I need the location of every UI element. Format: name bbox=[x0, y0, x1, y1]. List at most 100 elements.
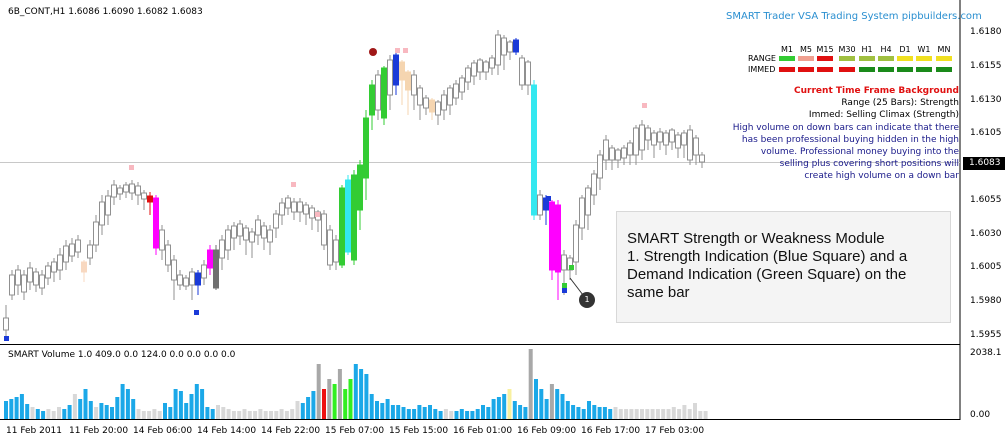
time-tick: 15 Feb 15:00 bbox=[389, 426, 449, 436]
symbol-ohlc-label: 6B_CONT,H1 1.6086 1.6090 1.6082 1.6083 bbox=[8, 7, 203, 17]
volume-bar bbox=[300, 403, 305, 419]
volume-bar bbox=[422, 407, 427, 419]
time-tick: 14 Feb 06:00 bbox=[133, 426, 193, 436]
candle-body bbox=[693, 137, 699, 156]
tf-label-h4: H4 bbox=[880, 45, 892, 54]
volume-bar bbox=[184, 403, 189, 419]
volume-bar bbox=[634, 409, 639, 419]
volume-bar bbox=[274, 411, 279, 419]
candle-body bbox=[135, 185, 141, 196]
brand-link[interactable]: SMART Trader VSA Trading System pipbuild… bbox=[726, 11, 982, 22]
volume-bar bbox=[512, 401, 517, 419]
time-tick: 15 Feb 07:00 bbox=[325, 426, 385, 436]
weakness-marker bbox=[403, 48, 408, 53]
info-desc-line: has been professional buying hidden in t… bbox=[741, 135, 959, 145]
volume-bar bbox=[327, 379, 332, 419]
candle-body bbox=[645, 127, 651, 141]
immed-box-mn bbox=[936, 67, 952, 72]
candle-body bbox=[375, 74, 381, 111]
volume-bar bbox=[624, 409, 629, 419]
volume-bar bbox=[157, 411, 162, 419]
module-line: SMART Strength or Weakness Module bbox=[627, 230, 885, 247]
weakness-marker bbox=[129, 165, 134, 170]
tf-label-h1: H1 bbox=[861, 45, 873, 54]
candle-body bbox=[63, 245, 69, 263]
candle-body bbox=[477, 59, 483, 73]
candle-body bbox=[669, 129, 675, 143]
candle-body bbox=[657, 131, 663, 143]
candle-body bbox=[411, 74, 417, 96]
candle-body bbox=[345, 179, 351, 253]
price-chart[interactable] bbox=[0, 0, 1005, 345]
strength-marker bbox=[546, 196, 551, 201]
immed-box-d1 bbox=[897, 67, 913, 72]
volume-bar bbox=[693, 403, 697, 419]
volume-bar bbox=[364, 374, 369, 419]
candle-body bbox=[249, 231, 255, 243]
volume-bar bbox=[412, 409, 417, 419]
volume-chart[interactable] bbox=[0, 345, 1005, 420]
volume-bar bbox=[194, 384, 199, 419]
volume-bar bbox=[465, 411, 470, 419]
candle-body bbox=[303, 204, 309, 215]
time-tick: 14 Feb 14:00 bbox=[197, 426, 257, 436]
time-tick: 17 Feb 03:00 bbox=[645, 426, 705, 436]
volume-bar bbox=[496, 397, 501, 419]
candle-body bbox=[591, 173, 597, 196]
volume-bar bbox=[549, 384, 554, 419]
volume-bar bbox=[375, 401, 379, 419]
volume-bar bbox=[396, 405, 401, 419]
candle-body bbox=[171, 259, 177, 281]
info-desc-line: High volume on down bars can indicate th… bbox=[732, 123, 959, 133]
volume-bar bbox=[125, 389, 130, 419]
time-tick: 16 Feb 17:00 bbox=[581, 426, 641, 436]
volume-bar bbox=[189, 394, 194, 419]
demand-marker bbox=[562, 283, 567, 288]
volume-bar bbox=[253, 411, 258, 419]
volume-bar bbox=[592, 405, 597, 419]
immed-box-h4 bbox=[878, 67, 894, 72]
candle-body bbox=[273, 213, 279, 229]
candle-body bbox=[267, 229, 273, 243]
volume-bar bbox=[502, 394, 507, 419]
candle-body bbox=[297, 201, 303, 213]
candle-body bbox=[69, 243, 75, 257]
price-tick: 1.5980 bbox=[970, 296, 1002, 306]
module-line: 1. Strength Indication (Blue Square) and… bbox=[627, 248, 908, 265]
volume-bar bbox=[337, 369, 342, 419]
candle-body bbox=[255, 219, 261, 236]
candle-body bbox=[573, 224, 579, 263]
candle-body bbox=[357, 164, 363, 211]
volume-bar bbox=[443, 409, 448, 419]
volume-bar bbox=[35, 409, 40, 419]
strength-marker bbox=[562, 288, 567, 293]
candles-group bbox=[3, 30, 705, 340]
price-tick: 1.5955 bbox=[970, 330, 1002, 340]
volume-bar bbox=[613, 407, 618, 419]
volume-bar bbox=[682, 405, 687, 419]
candle-body bbox=[165, 244, 171, 266]
volume-bar bbox=[279, 409, 284, 419]
candle-body bbox=[3, 317, 9, 331]
candle-body bbox=[327, 229, 333, 266]
volume-bar bbox=[454, 411, 459, 419]
volume-bar bbox=[332, 384, 337, 419]
price-tick: 1.6130 bbox=[970, 95, 1002, 105]
candle-body bbox=[351, 174, 357, 261]
volume-bar bbox=[284, 411, 289, 419]
volume-bar bbox=[666, 409, 671, 419]
volume-bar bbox=[136, 409, 141, 419]
candle-body bbox=[309, 207, 315, 219]
volume-bar bbox=[25, 404, 30, 419]
candle-body bbox=[417, 87, 423, 106]
volume-bar bbox=[385, 399, 390, 419]
volume-bar bbox=[205, 407, 210, 419]
candle-body bbox=[291, 201, 297, 213]
weakness-marker bbox=[291, 182, 296, 187]
candle-body bbox=[615, 149, 621, 161]
candle-body bbox=[471, 62, 477, 77]
volume-bar bbox=[401, 407, 406, 419]
volume-bar bbox=[650, 409, 655, 419]
candle-body bbox=[423, 97, 429, 109]
